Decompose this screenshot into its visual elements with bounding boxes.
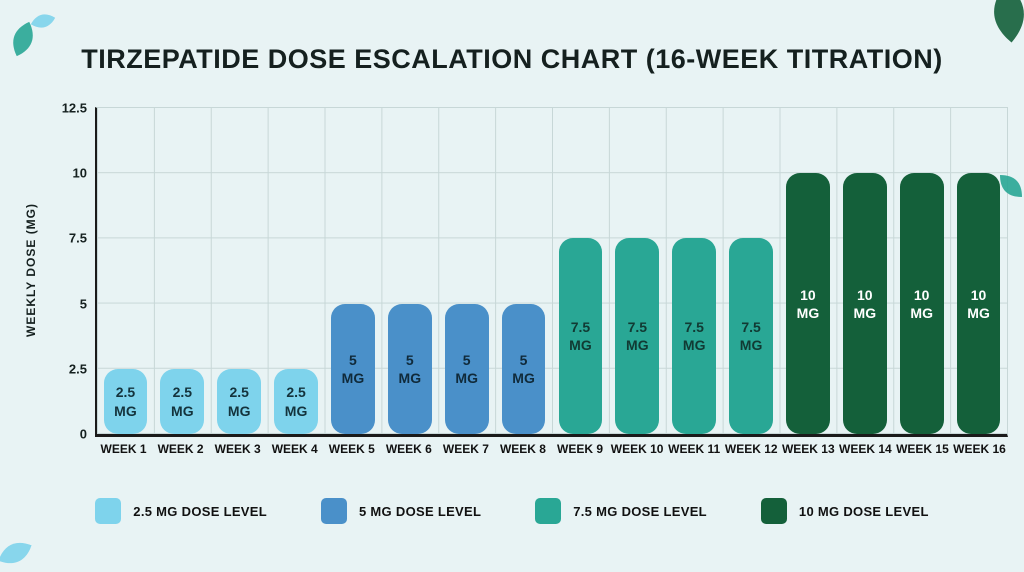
bar-value-label: 2.5 MG [284, 384, 308, 419]
y-tick-2.5: 2.5 [68, 361, 87, 377]
bar-value-label: 7.5 MG [569, 319, 592, 354]
bar-column-week-8: 5 MG [495, 108, 552, 434]
legend-swatch-icon [535, 498, 562, 524]
bar-column-week-9: 7.5 MG [552, 108, 609, 434]
bar-week-3: 2.5 MG [217, 368, 262, 434]
bar-week-14: 10 MG [842, 173, 887, 434]
bar-value-label: 2.5 MG [227, 384, 251, 419]
bar-week-11: 7.5 MG [672, 238, 717, 434]
x-label-week-1: WEEK 1 [100, 442, 147, 456]
leaf-decoration-icon [979, 0, 1024, 43]
bars-container: 2.5 MG 2.5 MG 2.5 MG 2.5 MG 5 MG 5 MG 5 MG 5 MG 7.5 MG 7.5… [97, 108, 1007, 434]
bar-value-label: 5 MG [341, 351, 365, 386]
bar-week-8: 5 MG [501, 303, 546, 434]
legend-swatch-icon [95, 498, 122, 524]
bar-column-week-7: 5 MG [438, 108, 495, 434]
legend-item-7.5mg: 7.5 MG DOSE LEVEL [535, 498, 707, 524]
x-label-week-7: WEEK 7 [442, 442, 489, 456]
x-label-week-16: WEEK 16 [953, 442, 1006, 456]
legend-label: 2.5 MG DOSE LEVEL [133, 503, 267, 519]
y-axis-title: WEEKLY DOSE (MG) [24, 203, 38, 338]
y-tick-5: 5 [79, 296, 87, 312]
x-label-week-15: WEEK 15 [896, 442, 949, 456]
bar-value-label: 5 MG [455, 351, 478, 386]
legend-swatch-icon [320, 498, 347, 524]
legend-item-2.5mg: 2.5 MG DOSE LEVEL [95, 498, 267, 524]
bar-week-15: 10 MG [899, 173, 944, 434]
bar-value-label: 10 MG [853, 286, 877, 321]
x-label-week-8: WEEK 8 [499, 442, 546, 456]
leaf-decoration-icon [6, 21, 41, 57]
leaf-decoration-icon [1000, 175, 1022, 197]
x-label-week-6: WEEK 6 [385, 442, 432, 456]
x-label-week-9: WEEK 9 [557, 442, 604, 456]
bar-week-1: 2.5 MG [103, 368, 148, 434]
bar-column-week-14: 10 MG [836, 108, 893, 434]
bar-column-week-2: 2.5 MG [154, 108, 211, 434]
y-tick-0: 0 [79, 426, 87, 442]
bar-column-week-6: 5 MG [381, 108, 438, 434]
x-label-week-14: WEEK 14 [839, 442, 892, 456]
legend-swatch-icon [760, 498, 787, 524]
bar-week-6: 5 MG [387, 303, 432, 434]
bar-week-5: 5 MG [331, 303, 375, 434]
x-label-week-12: WEEK 12 [724, 442, 778, 456]
x-label-week-3: WEEK 3 [214, 442, 261, 456]
bar-column-week-1: 2.5 MG [97, 108, 154, 434]
leaf-decoration-icon [30, 9, 56, 34]
bar-column-week-3: 2.5 MG [211, 108, 268, 434]
bar-value-label: 10 MG [967, 286, 990, 321]
bar-column-week-13: 10 MG [780, 108, 837, 434]
bar-column-week-12: 7.5 MG [723, 108, 780, 434]
bar-value-label: 5 MG [512, 351, 535, 386]
bar-week-12: 7.5 MG [729, 238, 773, 434]
legend-label: 10 MG DOSE LEVEL [798, 503, 929, 519]
bar-value-label: 7.5 MG [626, 319, 649, 354]
bar-week-2: 2.5 MG [160, 368, 205, 434]
y-tick-10: 10 [72, 165, 87, 181]
bar-column-week-15: 10 MG [893, 108, 950, 434]
plot-area: 0 2.5 5 7.5 10 12.5 2.5 MG 2.5 MG 2.5 MG 2.5 MG 5 MG 5 M… [62, 101, 1008, 442]
x-label-week-2: WEEK 2 [157, 442, 204, 456]
chart-title: TIRZEPATIDE DOSE ESCALATION CHART (16-WE… [81, 44, 943, 74]
legend-label: 7.5 MG DOSE LEVEL [573, 503, 707, 519]
bar-week-9: 7.5 MG [558, 238, 603, 434]
bar-value-label: 10 MG [796, 286, 820, 321]
bar-week-10: 7.5 MG [615, 238, 660, 434]
bar-week-4: 2.5 MG [274, 368, 318, 434]
bar-column-week-10: 7.5 MG [609, 108, 666, 434]
legend-label: 5 MG DOSE LEVEL [358, 503, 482, 519]
x-label-week-13: WEEK 13 [781, 442, 835, 456]
bar-week-16: 10 MG [956, 173, 1001, 434]
x-label-week-4: WEEK 4 [271, 442, 318, 456]
bar-value-label: 7.5 MG [682, 319, 706, 354]
bar-value-label: 2.5 MG [171, 384, 194, 419]
bar-value-label: 2.5 MG [114, 384, 137, 419]
bar-week-7: 5 MG [444, 303, 489, 434]
bar-column-week-16: 10 MG [950, 108, 1007, 434]
bar-week-13: 10 MG [786, 173, 830, 434]
y-tick-12.5: 12.5 [61, 100, 87, 116]
bar-column-week-11: 7.5 MG [666, 108, 723, 434]
x-label-week-11: WEEK 11 [668, 442, 721, 456]
bar-column-week-5: 5 MG [325, 108, 382, 434]
legend-item-5mg: 5 MG DOSE LEVEL [320, 498, 482, 524]
bar-value-label: 10 MG [910, 286, 933, 321]
x-label-week-10: WEEK 10 [610, 442, 664, 456]
bar-value-label: 7.5 MG [739, 319, 763, 354]
x-axis-labels: WEEK 1 WEEK 2 WEEK 3 WEEK 4 WEEK 5 WEEK 6 WEEK… [95, 442, 1008, 456]
bar-column-week-4: 2.5 MG [268, 108, 325, 434]
bar-value-label: 5 MG [398, 351, 422, 386]
x-label-week-5: WEEK 5 [328, 442, 375, 456]
legend: 2.5 MG DOSE LEVEL 5 MG DOSE LEVEL 7.5 MG D… [0, 498, 1024, 524]
legend-item-10mg: 10 MG DOSE LEVEL [760, 498, 929, 524]
leaf-decoration-icon [0, 536, 32, 569]
y-tick-7.5: 7.5 [68, 230, 87, 246]
